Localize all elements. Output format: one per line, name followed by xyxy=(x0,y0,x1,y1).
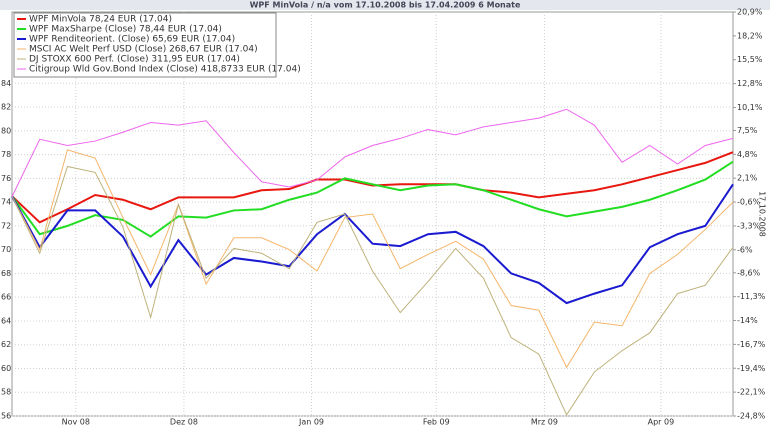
y2-tick-label: 10,1% xyxy=(737,103,763,112)
y-tick-label: 72 xyxy=(1,221,11,230)
y-tick-label: 80 xyxy=(1,126,11,135)
y-tick-label: 76 xyxy=(1,174,11,183)
y2-tick-label: 4,8% xyxy=(737,150,758,159)
series-line xyxy=(11,108,734,197)
title-bar xyxy=(0,0,770,10)
x-tick-label: Nov 08 xyxy=(62,418,90,427)
y2-tick-label: -8,6% xyxy=(737,268,761,277)
x-tick-label: Dez 08 xyxy=(170,418,198,427)
series-line xyxy=(11,149,734,369)
y2-axis-label: 17.10.2008 xyxy=(758,191,767,237)
y2-tick-label: 15,5% xyxy=(737,55,763,64)
x-tick-label: Mrz 09 xyxy=(531,418,558,427)
y2-tick-label: -22,1% xyxy=(737,388,766,397)
y2-tick-label: 7,5% xyxy=(737,126,758,135)
legend-label: MSCI AC Welt Perf USD (Close) 268,67 EUR… xyxy=(29,45,258,55)
y-tick-label: 74 xyxy=(1,198,11,207)
x-tick-label: Apr 09 xyxy=(648,418,675,427)
y2-tick-label: 18,2% xyxy=(737,31,763,40)
y2-tick-label: -24,8% xyxy=(737,412,766,421)
x-tick-label: Jan 09 xyxy=(298,418,324,427)
y-tick-label: 84 xyxy=(1,79,11,88)
x-tick-label: Feb 09 xyxy=(423,418,450,427)
y-tick-label: 78 xyxy=(1,150,11,159)
y2-tick-label: 2,1% xyxy=(737,174,758,183)
legend-label: DJ STOXX 600 Perf. (Close) 311,95 EUR (1… xyxy=(29,55,240,65)
y-tick-label: 60 xyxy=(1,364,11,373)
legend-label: WPF Renditeorient. (Close) 65,69 EUR (17… xyxy=(29,35,235,45)
y-tick-label: 56 xyxy=(1,412,11,421)
y2-tick-label: -6% xyxy=(737,245,753,254)
legend-label: WPF MinVola 78,24 EUR (17.04) xyxy=(29,15,172,25)
legend-label: Citigroup Wld Gov.Bond Index (Close) 418… xyxy=(29,65,301,75)
y-tick-label: 66 xyxy=(1,293,11,302)
y2-tick-label: 20,9% xyxy=(737,8,763,17)
y-tick-label: 62 xyxy=(1,340,11,349)
y-tick-label: 64 xyxy=(1,316,11,325)
series-line xyxy=(11,160,734,238)
series-line xyxy=(11,151,734,224)
y2-tick-label: -14% xyxy=(737,316,758,325)
y2-tick-label: -0,6% xyxy=(737,198,761,207)
y2-tick-label: -11,3% xyxy=(737,292,766,301)
y2-tick-label: 12,8% xyxy=(737,79,763,88)
legend-box xyxy=(13,12,277,78)
y2-tick-label: -3,3% xyxy=(737,221,761,230)
y-tick-label: 68 xyxy=(1,269,11,278)
y-tick-label: 70 xyxy=(1,245,11,254)
series-line xyxy=(11,183,734,305)
y-tick-label: 82 xyxy=(1,103,11,112)
y-tick-label: 58 xyxy=(1,388,11,397)
chart-title: WPF MinVola / n/a vom 17.10.2008 bis 17.… xyxy=(250,1,521,10)
y2-tick-label: -16,7% xyxy=(737,340,766,349)
series-line xyxy=(11,165,734,416)
legend-label: WPF MaxSharpe (Close) 78,44 EUR (17.04) xyxy=(29,25,222,35)
legend: WPF MinVola 78,24 EUR (17.04)WPF MaxShar… xyxy=(13,12,301,78)
y2-tick-label: -19,4% xyxy=(737,364,766,373)
